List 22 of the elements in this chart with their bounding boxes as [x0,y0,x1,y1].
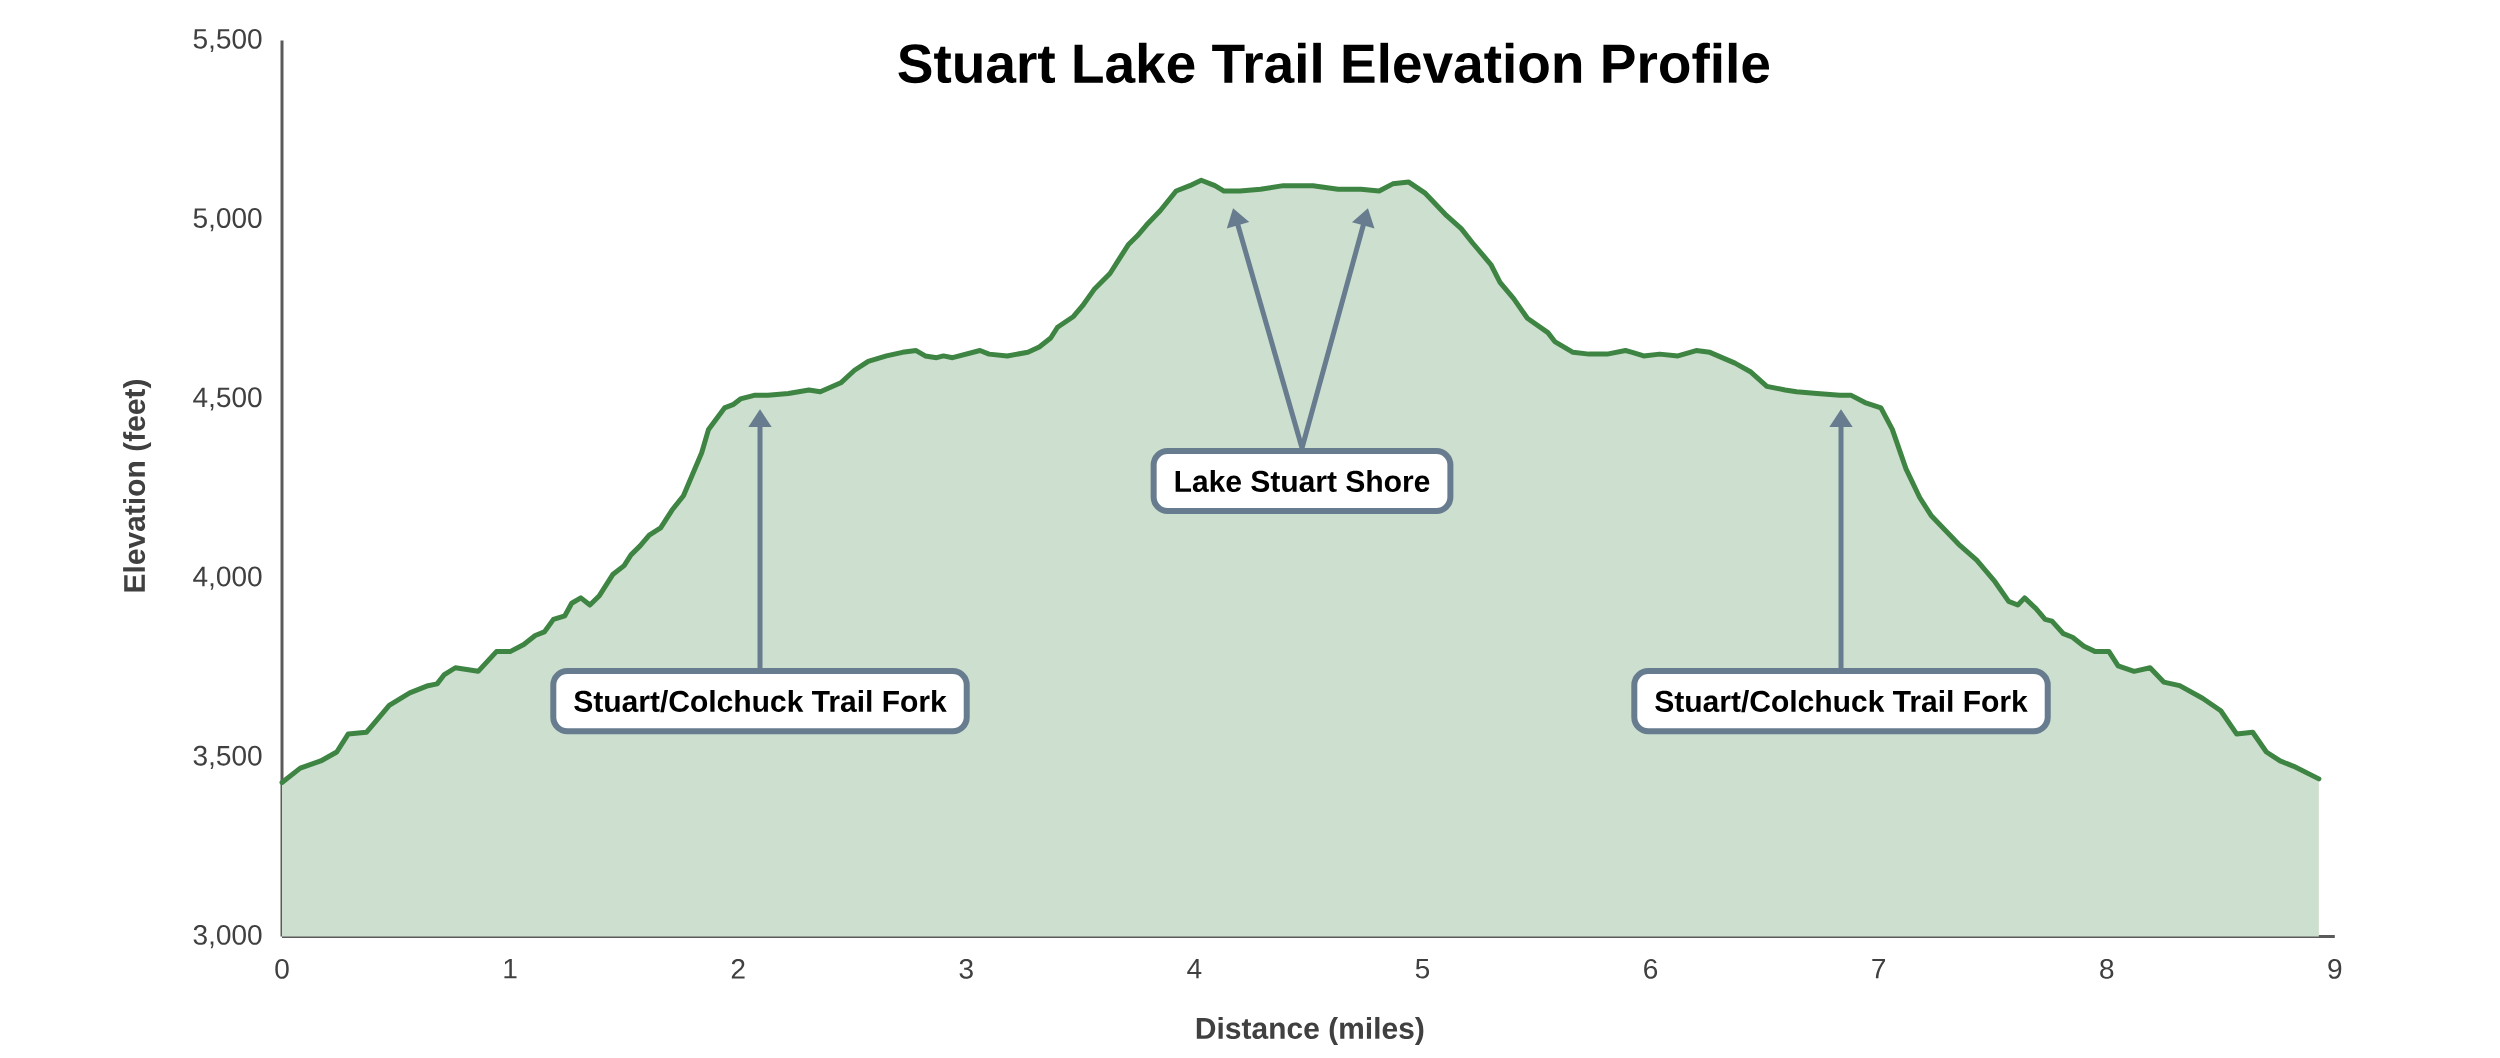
y-axis-title: Elevation (feet) [123,380,152,592]
y-tick-label: 4,000 [193,566,262,590]
chart-title: Stuart Lake Trail Elevation Profile [898,42,1770,84]
x-tick-label: 1 [504,958,517,979]
x-tick-label: 9 [2328,958,2342,979]
y-tick-label: 5,500 [193,28,262,53]
annotation: Lake Stuart Shore [1175,469,1430,492]
x-tick-label: 5 [1415,958,1430,979]
x-tick-label: 4 [1187,958,1202,979]
annotation: Stuart/Colchuck Trail Fork [574,689,947,713]
x-axis-title: Distance (miles) [1196,1016,1424,1045]
x-tick-label: 2 [731,958,745,979]
y-tick-label: 5,000 [193,208,262,232]
annotation: Stuart/Colchuck Trail Fork [1655,689,2028,713]
x-tick-label: 7 [1872,958,1886,979]
y-tick-label: 4,500 [193,387,262,411]
x-tick-label: 8 [2100,958,2114,979]
x-tick-label: 6 [1644,958,1658,979]
x-tick-label: 0 [275,958,289,979]
x-tick-label: 3 [959,958,973,979]
y-tick-label: 3,500 [193,745,262,769]
y-tick-label: 3,000 [193,924,262,949]
